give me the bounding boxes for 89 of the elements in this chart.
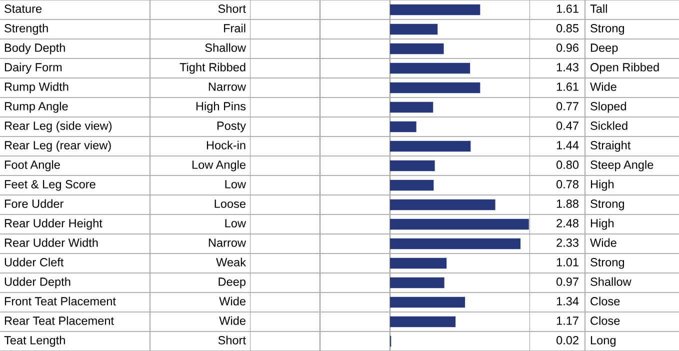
- data-label: 2.33: [556, 238, 578, 247]
- text: Hock-in: [206, 140, 246, 150]
- bar: [390, 62, 470, 74]
- text: Deep: [218, 278, 246, 288]
- text: Tight Ribbed: [180, 62, 246, 74]
- bar: [390, 296, 466, 308]
- bar: [390, 43, 444, 54]
- data-label: 1.44: [556, 141, 579, 150]
- text: Open Ribbed: [590, 62, 659, 74]
- text: Narrow: [208, 238, 246, 247]
- text: High: [590, 218, 614, 230]
- y-tick-label: Stature: [4, 4, 42, 13]
- bar: [390, 277, 444, 288]
- y-tick-label: Rear Leg (side view): [4, 121, 112, 132]
- y-tick-label: Udder Depth: [4, 277, 70, 288]
- bar: [390, 160, 435, 172]
- text: Short: [218, 336, 246, 344]
- bar: [390, 238, 520, 250]
- data-label: 0.77: [556, 102, 578, 110]
- text: Low: [225, 219, 246, 228]
- text: Shallow: [205, 43, 246, 52]
- bar: [390, 102, 434, 113]
- text: Long: [590, 336, 616, 347]
- bar: [390, 24, 438, 35]
- text: Frail: [224, 24, 246, 32]
- text: Straight: [590, 140, 631, 152]
- y-tick-label: Rear Teat Placement: [4, 316, 114, 325]
- text: Steep Angle: [590, 160, 654, 172]
- data-label: 0.85: [556, 24, 579, 32]
- text: High Pins: [196, 102, 246, 113]
- data-label: 1.88: [556, 200, 578, 208]
- bar: [390, 121, 416, 132]
- text: Low Angle: [192, 160, 246, 172]
- text: High: [590, 180, 614, 191]
- y-tick-label: Rump Angle: [4, 102, 68, 113]
- text: Shallow: [590, 277, 632, 286]
- text: Short: [218, 4, 246, 13]
- data-label: 0.97: [556, 278, 578, 286]
- text: Wide: [590, 238, 616, 247]
- data-label: 0.80: [556, 160, 579, 169]
- y-tick-label: Dairy Form: [4, 62, 62, 74]
- data-label: 1.61: [556, 82, 578, 91]
- y-tick-label: Feet & Leg Score: [4, 180, 96, 191]
- data-label: 1.34: [556, 297, 579, 306]
- text: Deep: [590, 44, 618, 54]
- y-tick-label: Front Teat Placement: [4, 296, 116, 306]
- text: Narrow: [208, 82, 246, 91]
- bar: [390, 140, 471, 152]
- y-tick-label: Rump Width: [4, 82, 68, 94]
- y-tick-label: Rear Udder Width: [4, 238, 98, 247]
- text: Strong: [590, 258, 624, 269]
- data-label: 1.43: [556, 63, 578, 72]
- bar: [390, 82, 480, 94]
- data-label: 1.17: [556, 316, 578, 325]
- y-tick-label: Foot Angle: [4, 160, 60, 172]
- text: Posty: [217, 122, 246, 132]
- bar: [390, 258, 447, 269]
- text: Strong: [590, 24, 624, 35]
- y-tick-label: Strength: [4, 24, 48, 35]
- bar: [390, 180, 434, 191]
- text: Sloped: [590, 102, 626, 113]
- text: Close: [590, 296, 620, 306]
- data-label: 2.48: [556, 219, 578, 228]
- text: Strong: [590, 200, 624, 210]
- data-label: 0.02: [556, 336, 578, 344]
- bar: [390, 316, 456, 328]
- y-tick-label: Teat Length: [4, 336, 65, 347]
- y-tick-label: Rear Udder Height: [4, 218, 102, 230]
- y-tick-label: Udder Cleft: [4, 258, 64, 266]
- y-tick-label: Fore Udder: [4, 199, 64, 208]
- y-tick-label: Rear Leg (rear view): [4, 140, 111, 152]
- text: Weak: [216, 258, 246, 266]
- text: Close: [590, 316, 620, 325]
- data-label: 1.01: [556, 258, 578, 266]
- data-label: 0.78: [556, 180, 578, 188]
- data-label: 0.47: [556, 122, 578, 130]
- data-label: 1.61: [556, 4, 578, 13]
- text: Tall: [590, 4, 607, 13]
- text: Sickled: [590, 121, 628, 130]
- y-tick-label: Body Depth: [4, 43, 65, 54]
- text: Wide: [219, 296, 246, 306]
- bar: [390, 4, 480, 16]
- text: Loose: [214, 200, 246, 208]
- bar: [390, 218, 529, 230]
- text: Wide: [590, 82, 616, 91]
- data-label: 0.96: [556, 44, 578, 52]
- text: Low: [225, 180, 246, 188]
- text: Wide: [219, 316, 246, 325]
- bar: [390, 199, 496, 210]
